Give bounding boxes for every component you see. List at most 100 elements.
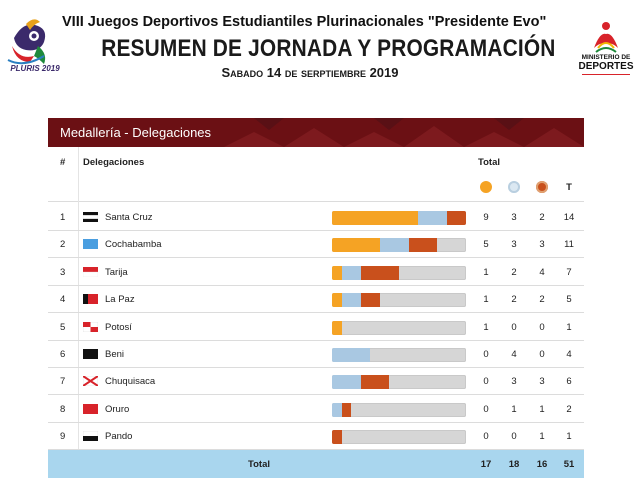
medal-bar-silver <box>418 211 447 225</box>
table-row: 5 Potosí 1 0 0 1 <box>48 314 584 341</box>
table-row: 2 Cochabamba 5 3 3 11 <box>48 231 584 259</box>
table-row: 6 Beni 0 4 0 4 <box>48 341 584 368</box>
total-count: 1 <box>566 321 572 333</box>
medal-bar <box>332 430 466 445</box>
delegation-name: Tarija <box>105 266 128 278</box>
row-rank: 9 <box>60 431 66 443</box>
bronze-count: 3 <box>539 376 545 388</box>
medal-bar-silver <box>341 293 361 308</box>
delegation-name: Pando <box>105 431 133 443</box>
pando-flag-icon <box>83 431 98 442</box>
bronze-count: 2 <box>539 294 545 306</box>
bronze-count: 4 <box>539 266 545 278</box>
cochabamba-flag-icon <box>83 239 98 250</box>
gold-count: 1 <box>483 266 489 278</box>
oruro-flag-icon <box>83 403 98 414</box>
medal-bar <box>332 211 466 225</box>
medal-bar-gold <box>332 293 342 308</box>
gold-count: 9 <box>483 212 489 223</box>
page-title: RESUMEN DE JORNADA Y PROGRAMACIÓN <box>101 35 556 62</box>
table-row: 1 Santa Cruz 9 3 2 14 <box>48 204 584 231</box>
gold-count: 0 <box>483 403 489 415</box>
header-pattern <box>224 118 584 147</box>
ministerio-label: MINISTERIO DE <box>581 54 631 61</box>
ministerio-deportes-logo: MINISTERIO DE DEPORTES <box>572 18 640 80</box>
total-gold: 17 <box>480 459 492 470</box>
medal-bar <box>332 348 466 362</box>
row-rank: 6 <box>60 349 66 360</box>
medal-bar <box>332 402 466 417</box>
gold-count: 1 <box>483 321 489 333</box>
bronze-count: 1 <box>539 431 545 443</box>
medal-bar-gold <box>332 211 419 225</box>
silver-count: 3 <box>511 239 517 251</box>
silver-count: 2 <box>511 294 517 306</box>
bronze-medal-icon <box>536 181 548 193</box>
medal-bar <box>332 320 466 335</box>
potosi-flag-icon <box>83 321 98 332</box>
bronze-count: 0 <box>539 349 545 360</box>
medal-bar-bronze <box>446 211 466 225</box>
logo-divider <box>582 74 630 75</box>
medal-bar-gold <box>332 265 342 280</box>
deportes-label: DEPORTES <box>578 61 634 72</box>
medal-bar-bronze <box>360 293 380 308</box>
bronze-count: 0 <box>539 321 545 333</box>
row-rank: 1 <box>60 212 66 223</box>
silver-count: 0 <box>511 431 517 443</box>
bronze-count: 3 <box>539 239 545 251</box>
silver-count: 2 <box>511 266 517 278</box>
delegation-name: La Paz <box>105 294 135 306</box>
medal-bar-gold <box>332 320 342 335</box>
la-paz-flag-icon <box>83 294 98 305</box>
total-count: 11 <box>564 239 574 251</box>
row-rank: 5 <box>60 321 66 333</box>
silver-medal-icon <box>508 181 520 193</box>
medal-bar-bronze <box>341 402 352 417</box>
table-row: 8 Oruro 0 1 1 2 <box>48 396 584 423</box>
pluris-logo-text: PLURIS 2019 <box>10 64 60 73</box>
total-row: Total 17 18 16 51 <box>48 450 584 478</box>
medal-bar <box>332 265 466 280</box>
total-all: 51 <box>563 459 575 470</box>
delegation-name: Oruro <box>105 403 130 415</box>
table-row: 4 La Paz 1 2 2 5 <box>48 286 584 314</box>
silver-count: 0 <box>511 321 517 333</box>
total-count: 6 <box>566 376 572 388</box>
medal-bar-bronze <box>360 375 390 390</box>
delegation-name: Potosí <box>105 321 132 333</box>
total-count: 14 <box>563 212 575 223</box>
silver-count: 1 <box>511 403 517 415</box>
delegation-name: Cochabamba <box>105 239 162 251</box>
delegation-name: Beni <box>105 349 125 360</box>
medal-bar-bronze <box>360 265 399 280</box>
silver-count: 4 <box>511 349 517 360</box>
row-rank: 4 <box>60 294 66 306</box>
santa-cruz-flag-icon <box>83 212 98 222</box>
medal-bar <box>332 238 466 253</box>
medal-bar-silver <box>379 238 409 253</box>
gold-medal-icon <box>480 181 492 193</box>
row-rank: 8 <box>60 403 66 415</box>
medal-bar-bronze <box>408 238 438 253</box>
chuquisaca-flag-icon <box>83 376 98 387</box>
total-silver: 18 <box>508 459 520 470</box>
delegation-name: Santa Cruz <box>105 212 153 223</box>
beni-flag-icon <box>83 349 98 359</box>
panel-title: Medallería - Delegaciones <box>60 125 212 140</box>
silver-count: 3 <box>511 376 517 388</box>
medal-bar-gold <box>332 238 380 253</box>
total-count: 7 <box>566 266 572 278</box>
total-count: 4 <box>566 349 572 360</box>
total-count: 5 <box>566 294 572 306</box>
col-t-header: T <box>566 182 572 193</box>
header-divider <box>48 201 584 202</box>
total-label: Total <box>248 459 270 470</box>
gold-count: 0 <box>483 349 489 360</box>
bronze-count: 1 <box>539 403 545 415</box>
row-rank: 3 <box>60 266 66 278</box>
gold-count: 5 <box>483 239 489 251</box>
total-count: 1 <box>566 431 572 443</box>
table-row: 3 Tarija 1 2 4 7 <box>48 259 584 286</box>
gold-count: 1 <box>483 294 489 306</box>
